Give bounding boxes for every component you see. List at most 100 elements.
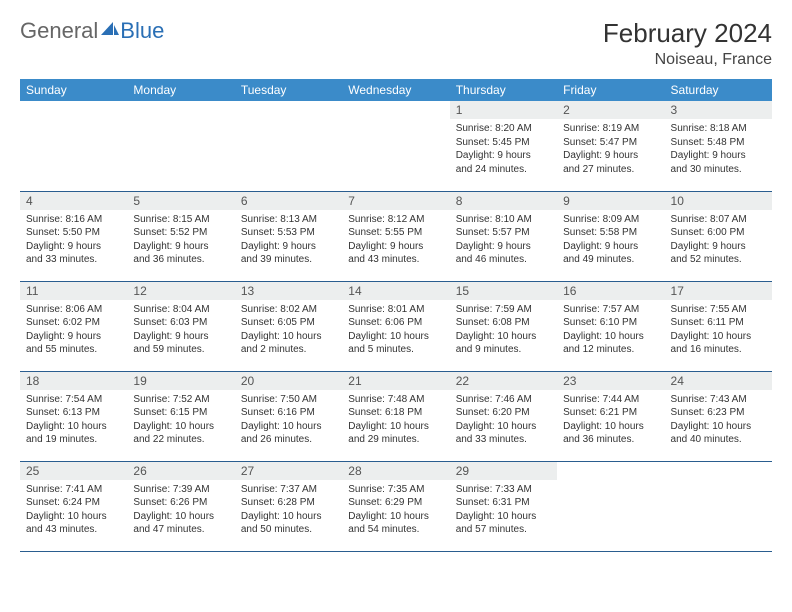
day-sunset: Sunset: 5:47 PM (563, 136, 658, 150)
calendar-day-cell: 4Sunrise: 8:16 AMSunset: 5:50 PMDaylight… (20, 191, 127, 281)
day-sunset: Sunset: 6:00 PM (671, 226, 766, 240)
day-details: Sunrise: 8:02 AMSunset: 6:05 PMDaylight:… (235, 300, 342, 362)
day-sunrise: Sunrise: 7:41 AM (26, 483, 121, 497)
day-daylight2: and 12 minutes. (563, 343, 658, 357)
day-details: Sunrise: 7:46 AMSunset: 6:20 PMDaylight:… (450, 390, 557, 452)
day-details: Sunrise: 7:50 AMSunset: 6:16 PMDaylight:… (235, 390, 342, 452)
day-sunrise: Sunrise: 7:44 AM (563, 393, 658, 407)
day-number: 22 (450, 372, 557, 390)
day-daylight1: Daylight: 10 hours (456, 510, 551, 524)
day-daylight2: and 39 minutes. (241, 253, 336, 267)
day-details: Sunrise: 8:20 AMSunset: 5:45 PMDaylight:… (450, 119, 557, 181)
day-details: Sunrise: 7:52 AMSunset: 6:15 PMDaylight:… (127, 390, 234, 452)
calendar-day-cell: 10Sunrise: 8:07 AMSunset: 6:00 PMDayligh… (665, 191, 772, 281)
day-sunrise: Sunrise: 8:13 AM (241, 213, 336, 227)
day-daylight2: and 29 minutes. (348, 433, 443, 447)
day-daylight1: Daylight: 10 hours (241, 510, 336, 524)
day-daylight1: Daylight: 9 hours (348, 240, 443, 254)
day-daylight2: and 5 minutes. (348, 343, 443, 357)
day-details: Sunrise: 8:13 AMSunset: 5:53 PMDaylight:… (235, 210, 342, 272)
day-sunrise: Sunrise: 8:18 AM (671, 122, 766, 136)
day-sunset: Sunset: 5:50 PM (26, 226, 121, 240)
day-sunset: Sunset: 6:24 PM (26, 496, 121, 510)
day-details: Sunrise: 8:16 AMSunset: 5:50 PMDaylight:… (20, 210, 127, 272)
day-number: 25 (20, 462, 127, 480)
day-daylight2: and 27 minutes. (563, 163, 658, 177)
calendar-day-cell (235, 101, 342, 191)
day-daylight1: Daylight: 9 hours (563, 240, 658, 254)
page-header: General Blue February 2024 Noiseau, Fran… (20, 18, 772, 69)
day-daylight2: and 59 minutes. (133, 343, 228, 357)
day-details: Sunrise: 7:41 AMSunset: 6:24 PMDaylight:… (20, 480, 127, 542)
day-sunrise: Sunrise: 8:19 AM (563, 122, 658, 136)
calendar-body: 1Sunrise: 8:20 AMSunset: 5:45 PMDaylight… (20, 101, 772, 551)
day-daylight1: Daylight: 10 hours (671, 420, 766, 434)
calendar-day-cell: 1Sunrise: 8:20 AMSunset: 5:45 PMDaylight… (450, 101, 557, 191)
day-daylight1: Daylight: 10 hours (563, 330, 658, 344)
day-sunset: Sunset: 5:52 PM (133, 226, 228, 240)
day-details: Sunrise: 8:19 AMSunset: 5:47 PMDaylight:… (557, 119, 664, 181)
day-daylight1: Daylight: 10 hours (456, 420, 551, 434)
logo-text-blue: Blue (120, 18, 164, 44)
day-daylight1: Daylight: 10 hours (26, 420, 121, 434)
day-daylight2: and 9 minutes. (456, 343, 551, 357)
day-number: 5 (127, 192, 234, 210)
day-number: 26 (127, 462, 234, 480)
day-details: Sunrise: 7:54 AMSunset: 6:13 PMDaylight:… (20, 390, 127, 452)
calendar-day-cell (20, 101, 127, 191)
day-number: 24 (665, 372, 772, 390)
day-number: 7 (342, 192, 449, 210)
day-number: 8 (450, 192, 557, 210)
calendar-day-cell: 8Sunrise: 8:10 AMSunset: 5:57 PMDaylight… (450, 191, 557, 281)
day-details: Sunrise: 8:15 AMSunset: 5:52 PMDaylight:… (127, 210, 234, 272)
day-sunrise: Sunrise: 8:20 AM (456, 122, 551, 136)
calendar-day-cell: 7Sunrise: 8:12 AMSunset: 5:55 PMDaylight… (342, 191, 449, 281)
day-daylight2: and 24 minutes. (456, 163, 551, 177)
day-daylight1: Daylight: 9 hours (26, 330, 121, 344)
day-sunset: Sunset: 6:08 PM (456, 316, 551, 330)
day-sunrise: Sunrise: 8:15 AM (133, 213, 228, 227)
day-sunset: Sunset: 6:02 PM (26, 316, 121, 330)
day-sunset: Sunset: 6:10 PM (563, 316, 658, 330)
day-sunrise: Sunrise: 8:09 AM (563, 213, 658, 227)
calendar-day-cell (127, 101, 234, 191)
day-details: Sunrise: 7:39 AMSunset: 6:26 PMDaylight:… (127, 480, 234, 542)
day-daylight1: Daylight: 9 hours (133, 330, 228, 344)
day-daylight1: Daylight: 10 hours (241, 420, 336, 434)
calendar-day-cell (665, 461, 772, 551)
day-details: Sunrise: 8:06 AMSunset: 6:02 PMDaylight:… (20, 300, 127, 362)
day-daylight1: Daylight: 9 hours (26, 240, 121, 254)
day-number: 29 (450, 462, 557, 480)
day-daylight1: Daylight: 9 hours (671, 149, 766, 163)
day-number: 12 (127, 282, 234, 300)
day-sunrise: Sunrise: 7:57 AM (563, 303, 658, 317)
day-daylight1: Daylight: 9 hours (671, 240, 766, 254)
calendar-week-row: 25Sunrise: 7:41 AMSunset: 6:24 PMDayligh… (20, 461, 772, 551)
day-details: Sunrise: 8:18 AMSunset: 5:48 PMDaylight:… (665, 119, 772, 181)
weekday-header: Tuesday (235, 79, 342, 101)
calendar-day-cell: 21Sunrise: 7:48 AMSunset: 6:18 PMDayligh… (342, 371, 449, 461)
calendar-day-cell: 26Sunrise: 7:39 AMSunset: 6:26 PMDayligh… (127, 461, 234, 551)
calendar-day-cell: 3Sunrise: 8:18 AMSunset: 5:48 PMDaylight… (665, 101, 772, 191)
day-number: 20 (235, 372, 342, 390)
day-daylight2: and 57 minutes. (456, 523, 551, 537)
calendar-day-cell: 20Sunrise: 7:50 AMSunset: 6:16 PMDayligh… (235, 371, 342, 461)
day-sunrise: Sunrise: 7:37 AM (241, 483, 336, 497)
day-daylight2: and 55 minutes. (26, 343, 121, 357)
calendar-day-cell: 23Sunrise: 7:44 AMSunset: 6:21 PMDayligh… (557, 371, 664, 461)
day-number: 1 (450, 101, 557, 119)
calendar-day-cell: 24Sunrise: 7:43 AMSunset: 6:23 PMDayligh… (665, 371, 772, 461)
day-number: 3 (665, 101, 772, 119)
calendar-day-cell: 14Sunrise: 8:01 AMSunset: 6:06 PMDayligh… (342, 281, 449, 371)
day-sunrise: Sunrise: 8:02 AM (241, 303, 336, 317)
day-sunset: Sunset: 6:13 PM (26, 406, 121, 420)
day-details: Sunrise: 7:37 AMSunset: 6:28 PMDaylight:… (235, 480, 342, 542)
day-daylight1: Daylight: 9 hours (133, 240, 228, 254)
calendar-day-cell: 12Sunrise: 8:04 AMSunset: 6:03 PMDayligh… (127, 281, 234, 371)
day-daylight2: and 36 minutes. (133, 253, 228, 267)
day-sunrise: Sunrise: 7:48 AM (348, 393, 443, 407)
day-daylight2: and 46 minutes. (456, 253, 551, 267)
day-number: 2 (557, 101, 664, 119)
day-number: 23 (557, 372, 664, 390)
day-daylight2: and 26 minutes. (241, 433, 336, 447)
